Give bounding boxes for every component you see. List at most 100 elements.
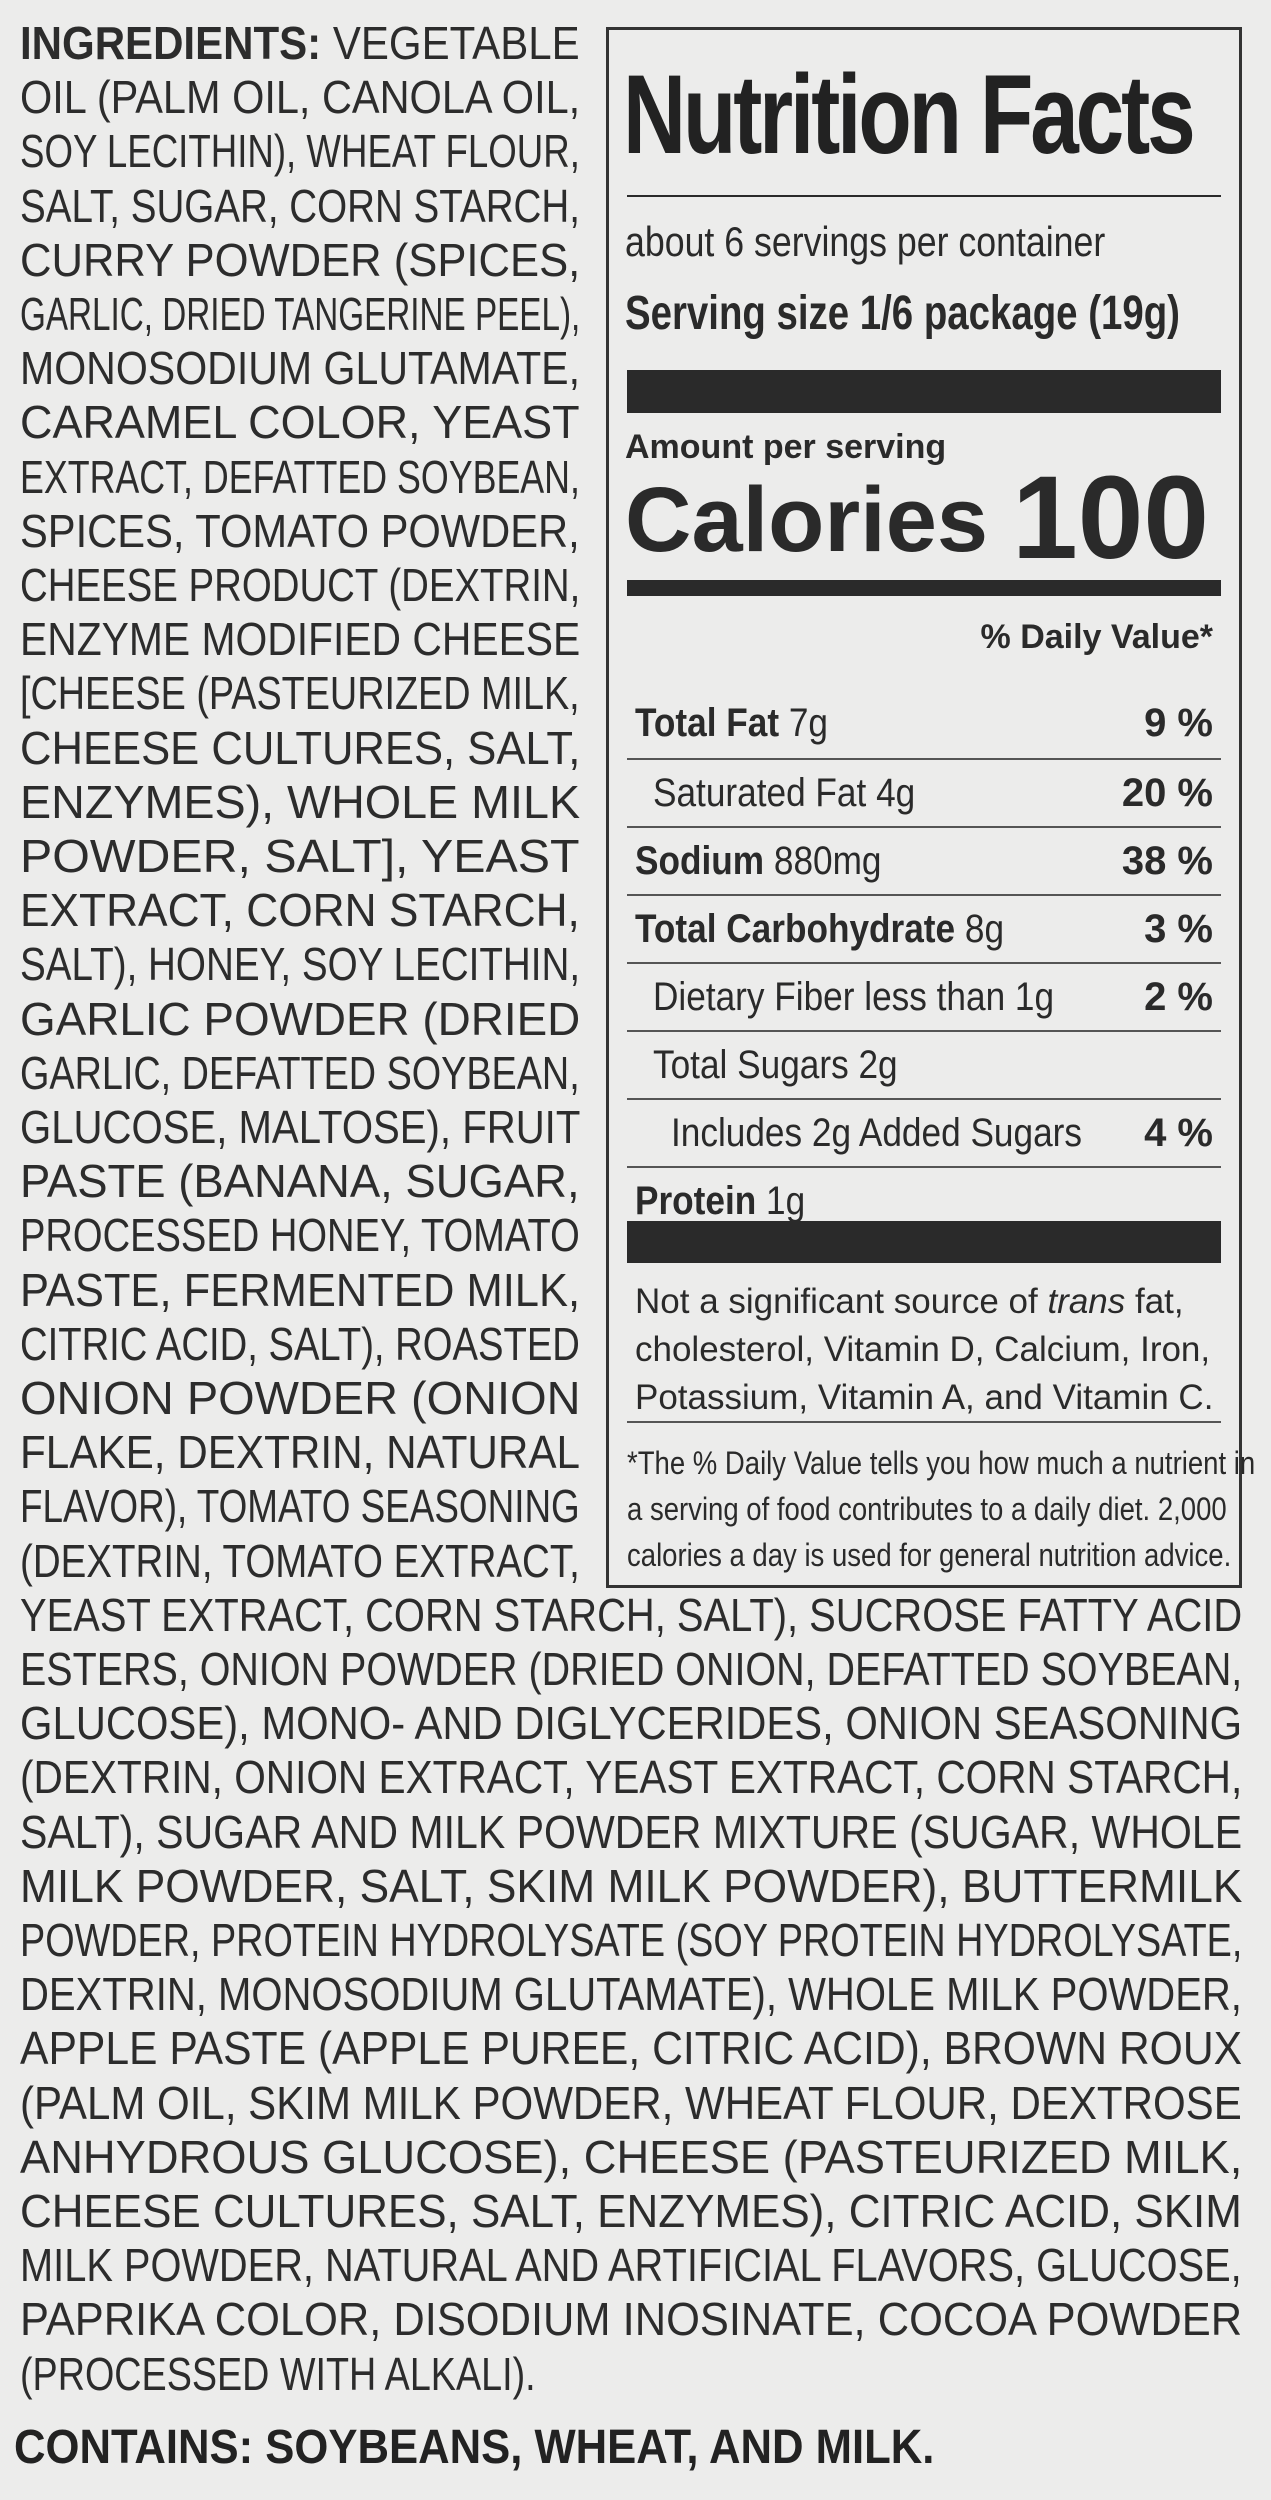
ingredient-line: INGREDIENTS: VEGETABLE bbox=[20, 16, 580, 70]
nutrient-amount: 7g bbox=[788, 701, 829, 745]
serving-size: Serving size 1/6 package (19g) bbox=[625, 286, 1180, 341]
ingredient-line: ESTERS, ONION POWDER (DRIED ONION, DEFAT… bbox=[20, 1642, 1242, 1696]
nutrient-name: Total Sugars bbox=[653, 1043, 849, 1087]
calories-value: 100 bbox=[1012, 452, 1209, 584]
calories-label: Calories bbox=[625, 469, 989, 571]
ingredient-text: (PALM OIL, SKIM MILK POWDER, WHEAT FLOUR… bbox=[20, 2076, 1242, 2129]
ingredient-line: GLUCOSE), MONO- AND DIGLYCERIDES, ONION … bbox=[20, 1696, 1242, 1750]
ingredient-line: MILK POWDER, SALT, SKIM MILK POWDER), BU… bbox=[20, 1859, 1242, 1913]
nutrient-amount: 2g bbox=[858, 1043, 898, 1087]
nutrient-name: Includes 2g Added Sugars bbox=[671, 1111, 1082, 1155]
ingredient-text: ENZYMES), WHOLE MILK bbox=[20, 775, 581, 828]
ingredient-text: VEGETABLE bbox=[332, 17, 580, 69]
ingredient-line: GARLIC, DRIED TANGERINE PEEL), bbox=[20, 287, 580, 341]
text: Not a significant source of bbox=[635, 1282, 1048, 1321]
nutrient-label: Total Fat 7g bbox=[635, 690, 828, 756]
ingredient-line: APPLE PASTE (APPLE PUREE, CITRIC ACID), … bbox=[20, 2021, 1242, 2075]
ingredient-text: CURRY POWDER (SPICES, bbox=[20, 233, 581, 286]
ingredient-text: POWDER, SALT], YEAST bbox=[20, 830, 580, 882]
ingredient-line: SOY LECITHIN), WHEAT FLOUR, bbox=[20, 124, 580, 178]
ingredient-line: DEXTRIN, MONOSODIUM GLUTAMATE), WHOLE MI… bbox=[20, 1967, 1242, 2021]
ingredient-text: SALT, SUGAR, CORN STARCH, bbox=[20, 179, 580, 232]
daily-value-header: % Daily Value* bbox=[980, 618, 1213, 656]
nutrient-label: Total Carbohydrate 8g bbox=[635, 896, 1004, 962]
not-significant-statement: Not a significant source of trans fat, c… bbox=[635, 1278, 1213, 1422]
ingredient-line: ANHYDROUS GLUCOSE), CHEESE (PASTEURIZED … bbox=[20, 2130, 1242, 2184]
ingredient-text: EXTRACT, DEFATTED SOYBEAN, bbox=[20, 450, 580, 503]
text: fat, bbox=[1125, 1282, 1184, 1321]
ingredient-text: (DEXTRIN, ONION EXTRACT, YEAST EXTRACT, … bbox=[20, 1751, 1243, 1804]
ingredient-text: EXTRACT, CORN STARCH, bbox=[20, 884, 580, 937]
ingredient-line: EXTRACT, DEFATTED SOYBEAN, bbox=[20, 450, 580, 504]
ingredient-text: POWDER, PROTEIN HYDROLYSATE (SOY PROTEIN… bbox=[20, 1914, 1243, 1966]
thick-bar bbox=[627, 1221, 1221, 1263]
ingredient-line: GARLIC, DEFATTED SOYBEAN, bbox=[20, 1046, 580, 1100]
nutrient-amount: 1g bbox=[766, 1179, 806, 1223]
ingredient-line: (DEXTRIN, ONION EXTRACT, YEAST EXTRACT, … bbox=[20, 1750, 1242, 1804]
nutrient-label: Saturated Fat 4g bbox=[653, 760, 915, 826]
ingredient-text: GARLIC, DRIED TANGERINE PEEL), bbox=[20, 288, 581, 340]
ingredient-line: CHEESE CULTURES, SALT, ENZYMES), CITRIC … bbox=[20, 2184, 1242, 2238]
divider bbox=[627, 1421, 1221, 1423]
ingredient-line: GARLIC POWDER (DRIED bbox=[20, 992, 580, 1046]
ingredient-line: PROCESSED HONEY, TOMATO bbox=[20, 1208, 580, 1262]
ingredient-text: CITRIC ACID, SALT), ROASTED bbox=[20, 1317, 580, 1370]
daily-value-percent: 20 % bbox=[1121, 771, 1213, 815]
nutrient-row: Total Fat 7g 9 % bbox=[627, 690, 1221, 758]
ingredient-line: CURRY POWDER (SPICES, bbox=[20, 233, 580, 287]
nutrient-name: Protein bbox=[635, 1179, 757, 1223]
ingredient-line: GLUCOSE, MALTOSE), FRUIT bbox=[20, 1100, 580, 1154]
ingredient-text: APPLE PASTE (APPLE PUREE, CITRIC ACID), … bbox=[20, 2022, 1243, 2075]
nutrient-name: Saturated Fat bbox=[653, 771, 867, 815]
ingredient-line: EXTRACT, CORN STARCH, bbox=[20, 883, 580, 937]
text: Potassium, Vitamin A, and Vitamin C. bbox=[635, 1378, 1214, 1417]
servings-per-container: about 6 servings per container bbox=[625, 218, 1106, 265]
ingredient-line: CITRIC ACID, SALT), ROASTED bbox=[20, 1317, 580, 1371]
text: cholesterol, Vitamin D, Calcium, Iron, bbox=[635, 1330, 1211, 1369]
ingredient-line: PAPRIKA COLOR, DISODIUM INOSINATE, COCOA… bbox=[20, 2292, 1242, 2346]
ingredient-line: SALT), HONEY, SOY LECITHIN, bbox=[20, 937, 580, 991]
ingredient-text: CHEESE CULTURES, SALT, bbox=[20, 721, 581, 774]
ingredient-line: PASTE, FERMENTED MILK, bbox=[20, 1263, 580, 1317]
thick-bar bbox=[627, 370, 1221, 413]
amount-per-serving: Amount per serving bbox=[625, 428, 947, 466]
ingredient-text: SPICES, TOMATO POWDER, bbox=[20, 504, 580, 557]
ingredient-text: DEXTRIN, MONOSODIUM GLUTAMATE), WHOLE MI… bbox=[20, 1968, 1242, 2021]
daily-value-percent: 38 % bbox=[1121, 839, 1213, 883]
ingredient-line: POWDER, PROTEIN HYDROLYSATE (SOY PROTEIN… bbox=[20, 1913, 1242, 1967]
nutrient-name: Dietary Fiber bbox=[653, 975, 855, 1019]
ingredient-line: PASTE (BANANA, SUGAR, bbox=[20, 1154, 580, 1208]
ingredient-line: FLAKE, DEXTRIN, NATURAL bbox=[20, 1425, 580, 1479]
allergen-statement: CONTAINS: SOYBEANS, WHEAT, AND MILK. bbox=[14, 2421, 935, 2474]
ingredient-text: GARLIC POWDER (DRIED bbox=[20, 992, 581, 1045]
nutrient-row: Saturated Fat 4g 20 % bbox=[627, 758, 1221, 828]
ingredient-text: CARAMEL COLOR, YEAST bbox=[20, 396, 580, 449]
daily-value-percent: 9 % bbox=[1144, 701, 1213, 745]
nutrient-label: Includes 2g Added Sugars bbox=[671, 1100, 1082, 1166]
ingredient-text: GLUCOSE, MALTOSE), FRUIT bbox=[20, 1101, 581, 1153]
ingredient-text: SOY LECITHIN), WHEAT FLOUR, bbox=[20, 125, 580, 178]
ingredient-text: [CHEESE (PASTEURIZED MILK, bbox=[20, 667, 580, 720]
nutrient-amount: 8g bbox=[964, 907, 1005, 951]
nutrient-row: Dietary Fiber less than 1g 2 % bbox=[627, 962, 1221, 1032]
nutrient-row: Sodium 880mg 38 % bbox=[627, 826, 1221, 896]
ingredient-line: YEAST EXTRACT, CORN STARCH, SALT), SUCRO… bbox=[20, 1588, 1242, 1642]
ingredients-heading: INGREDIENTS: bbox=[20, 17, 322, 69]
divider bbox=[627, 195, 1221, 197]
ingredient-text: YEAST EXTRACT, CORN STARCH, SALT), SUCRO… bbox=[20, 1588, 1243, 1641]
serving-size-value: 1/6 package (19g) bbox=[859, 287, 1180, 340]
ingredient-line: (PROCESSED WITH ALKALI). bbox=[20, 2347, 536, 2401]
daily-value-percent: 4 % bbox=[1144, 1111, 1213, 1155]
nutrient-amount: less than 1g bbox=[864, 975, 1055, 1019]
nutrient-name: Sodium bbox=[635, 839, 765, 883]
ingredient-text: PASTE, FERMENTED MILK, bbox=[20, 1263, 581, 1316]
ingredient-text: CHEESE PRODUCT (DEXTRIN, bbox=[20, 559, 581, 611]
ingredient-text: GARLIC, DEFATTED SOYBEAN, bbox=[20, 1046, 580, 1099]
nutrient-label: Protein 1g bbox=[635, 1168, 805, 1234]
ingredient-text: (DEXTRIN, TOMATO EXTRACT, bbox=[20, 1534, 580, 1587]
nutrient-row: Protein 1g bbox=[627, 1166, 1221, 1236]
ingredient-line: SPICES, TOMATO POWDER, bbox=[20, 504, 580, 558]
ingredient-text: MILK POWDER, NATURAL AND ARTIFICIAL FLAV… bbox=[20, 2239, 1242, 2292]
ingredient-line: ENZYME MODIFIED CHEESE bbox=[20, 612, 580, 666]
text: *The % Daily Value tells you how much a … bbox=[627, 1445, 1256, 1481]
